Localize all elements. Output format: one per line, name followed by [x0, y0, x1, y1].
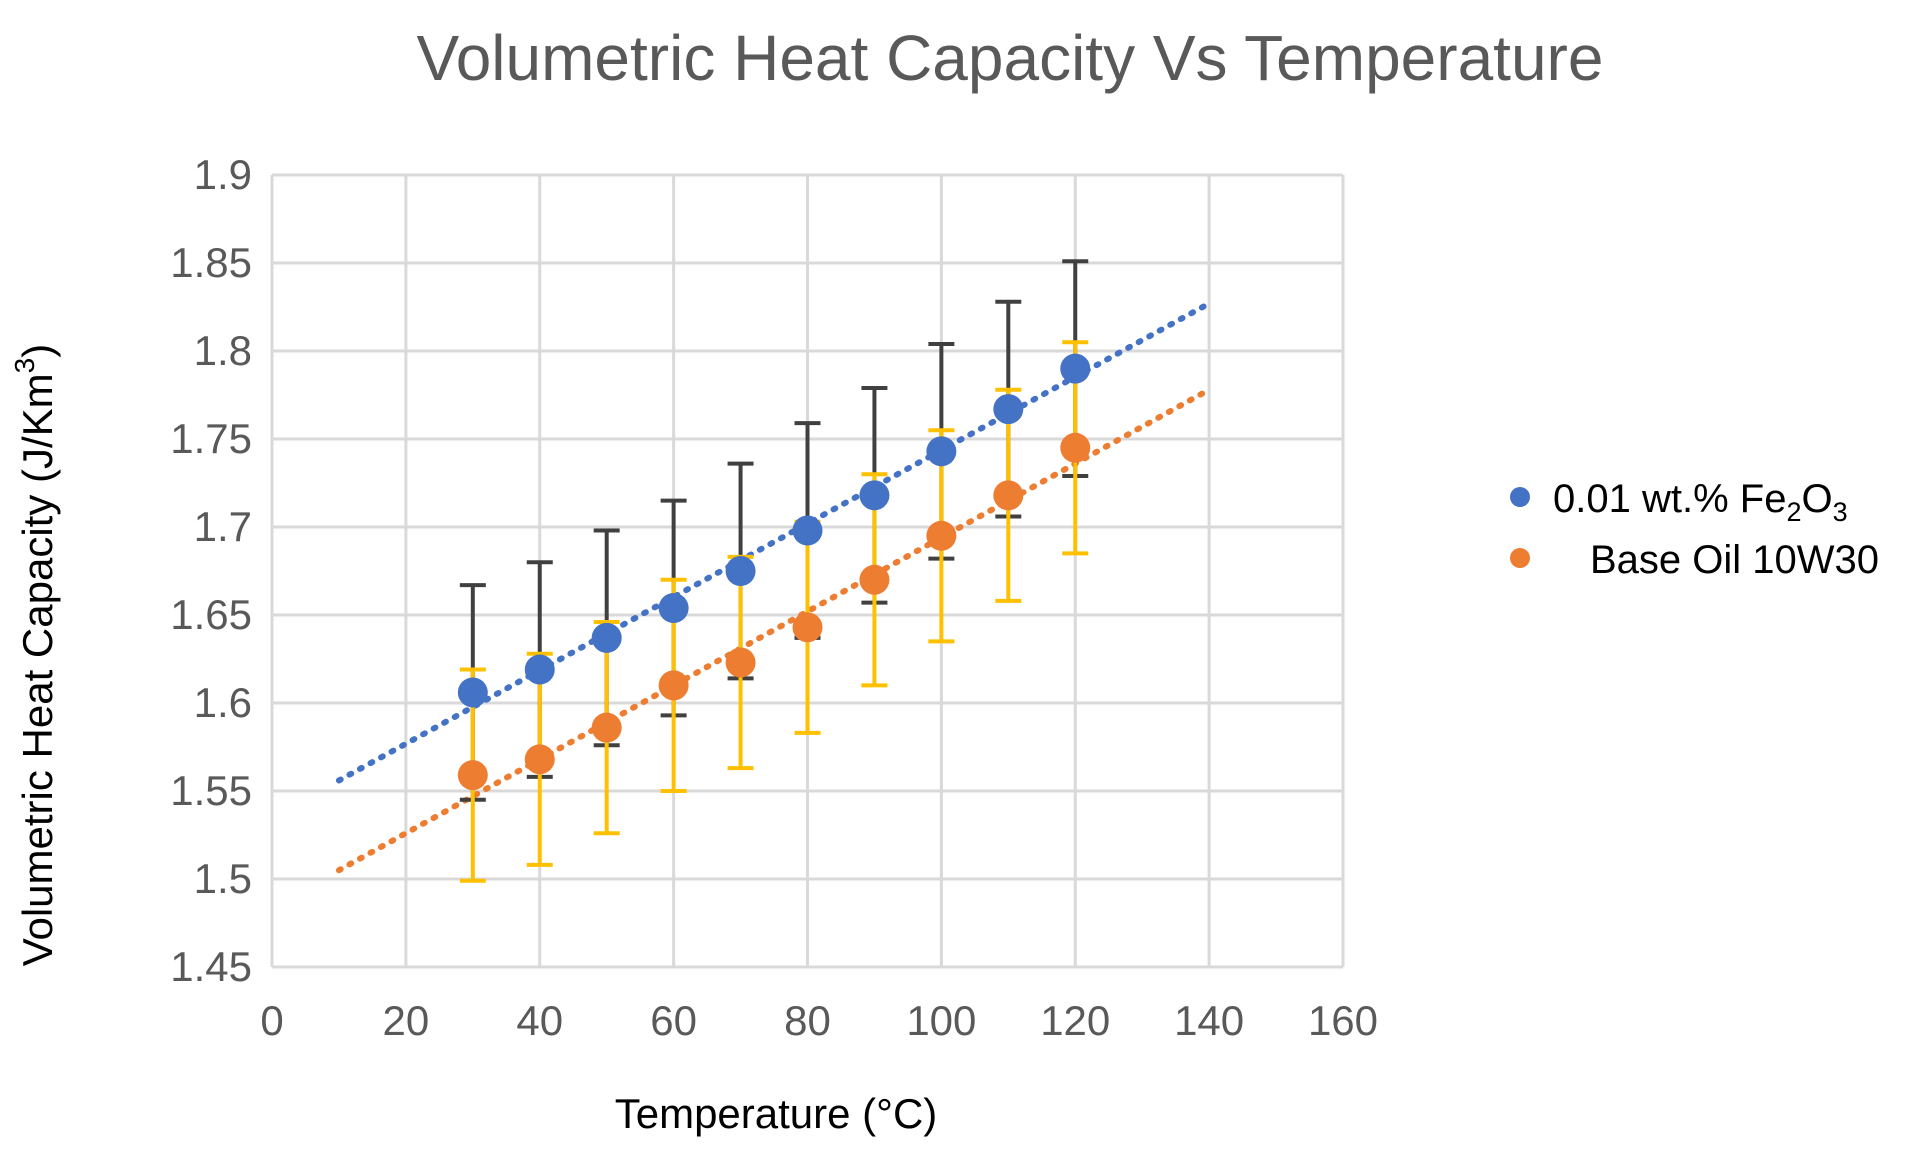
y-tick-label: 1.5: [194, 855, 252, 902]
data-point-series-0: [658, 592, 689, 623]
y-tick-label: 1.45: [170, 943, 252, 990]
chart-title: Volumetric Heat Capacity Vs Temperature: [417, 22, 1604, 94]
legend-fe2o3-prefix: 0.01 wt.% Fe: [1553, 477, 1786, 521]
trendline-series-1: [335, 386, 1213, 874]
y-tick-label: 1.85: [170, 239, 252, 286]
x-tick-label: 160: [1308, 997, 1378, 1044]
data-point-series-0: [1060, 353, 1091, 384]
y-tick-label: 1.6: [194, 679, 252, 726]
x-axis-title: Temperature (°C): [615, 1090, 938, 1137]
data-point-series-1: [993, 480, 1024, 511]
legend-label-fe2o3: 0.01 wt.% Fe2O3: [1553, 477, 1848, 527]
data-point-series-0: [725, 556, 756, 586]
data-point-series-0: [926, 436, 957, 467]
y-tick-label: 1.75: [170, 415, 252, 462]
y-tick-label: 1.8: [194, 327, 252, 374]
y-tick-label: 1.7: [194, 503, 252, 550]
error-bars: [459, 259, 1089, 883]
data-point-series-0: [792, 515, 823, 546]
x-axis-ticks: 0 20 40 60 80 100 120 140 160: [260, 997, 1378, 1044]
y-tick-label: 1.9: [194, 151, 252, 198]
legend: 0.01 wt.% Fe2O3 Base Oil 10W30: [1510, 477, 1879, 582]
y-axis-title: Volumetric Heat Capacity (J/Km3): [9, 344, 61, 966]
x-tick-label: 20: [383, 997, 430, 1044]
data-point-series-1: [524, 744, 555, 775]
x-tick-label: 100: [906, 997, 976, 1044]
y-tick-label: 1.65: [170, 591, 252, 638]
data-point-series-0: [859, 480, 890, 511]
x-tick-label: 0: [260, 997, 283, 1044]
data-point-series-1: [926, 520, 957, 551]
y-tick-label: 1.55: [170, 767, 252, 814]
y-axis-title-sup: 3: [9, 358, 40, 374]
legend-fe2o3-mid: O: [1801, 477, 1832, 521]
data-point-series-0: [993, 394, 1024, 425]
y-axis-title-close: ): [14, 344, 61, 358]
x-tick-label: 120: [1040, 997, 1110, 1044]
x-tick-label: 60: [650, 997, 697, 1044]
legend-marker-base-oil: [1510, 548, 1530, 568]
x-tick-label: 140: [1174, 997, 1244, 1044]
data-point-series-0: [591, 622, 622, 653]
legend-fe2o3-sub1: 2: [1786, 497, 1801, 527]
data-point-series-1: [457, 760, 488, 791]
data-point-series-1: [859, 564, 890, 595]
legend-marker-fe2o3: [1510, 487, 1530, 507]
data-point-series-1: [792, 612, 823, 643]
x-tick-label: 40: [516, 997, 563, 1044]
legend-fe2o3-sub2: 3: [1833, 497, 1848, 527]
data-point-series-0: [524, 654, 555, 685]
data-point-series-1: [725, 647, 756, 678]
data-point-series-1: [591, 712, 622, 743]
y-axis-ticks: 1.45 1.5 1.55 1.6 1.65 1.7 1.75 1.8 1.85 1.9: [170, 151, 252, 990]
data-points: [457, 353, 1091, 791]
legend-label-base-oil: Base Oil 10W30: [1590, 538, 1879, 582]
data-point-series-0: [457, 677, 488, 708]
y-axis-title-text: Volumetric Heat Capacity (J/Km: [14, 373, 61, 966]
x-tick-label: 80: [784, 997, 831, 1044]
data-point-series-1: [658, 670, 689, 701]
data-point-series-1: [1060, 432, 1091, 463]
